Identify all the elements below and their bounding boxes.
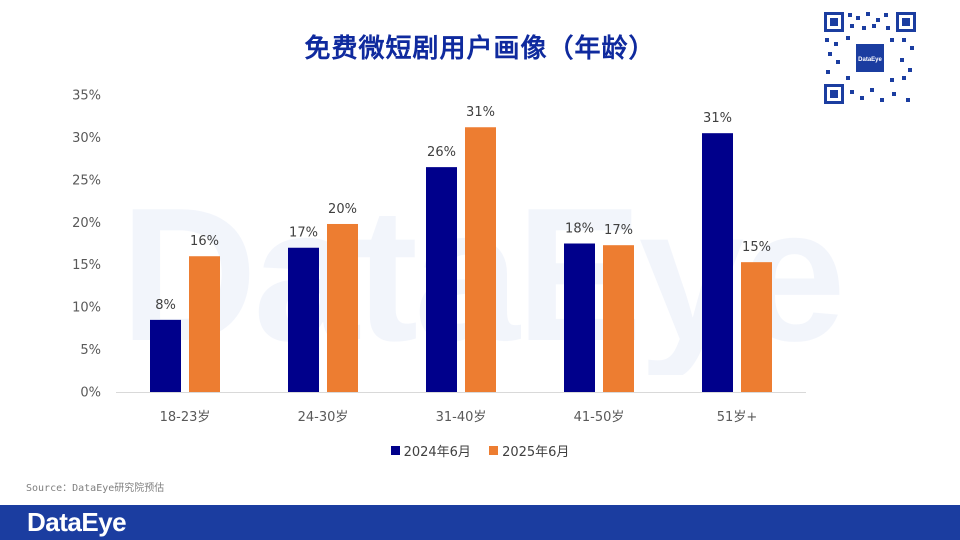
- data-label: 15%: [742, 240, 771, 255]
- legend: 2024年6月 2025年6月: [0, 441, 960, 460]
- footer-logo: DataEye: [27, 507, 127, 537]
- legend-label-2024: 2024年6月: [403, 445, 471, 460]
- bar-2025[interactable]: [465, 127, 496, 392]
- x-tick-label: 18-23岁: [160, 410, 211, 425]
- legend-label-2025: 2025年6月: [502, 445, 570, 460]
- legend-item-2024[interactable]: 2024年6月: [390, 441, 471, 460]
- data-label: 17%: [604, 223, 633, 238]
- bar-2025[interactable]: [603, 245, 634, 392]
- data-label: 31%: [703, 111, 732, 126]
- legend-item-2025[interactable]: 2025年6月: [489, 441, 569, 460]
- x-tick-label: 24-30岁: [298, 410, 349, 425]
- bar-2024[interactable]: [702, 133, 733, 392]
- y-tick-label: 35%: [72, 89, 101, 104]
- footer-bar: DataEye: [0, 505, 960, 540]
- bar-2024[interactable]: [150, 319, 181, 392]
- bar-2025[interactable]: [327, 223, 358, 392]
- qr-code[interactable]: DataEye: [822, 10, 918, 106]
- data-label: 17%: [289, 226, 318, 241]
- data-label: 16%: [190, 234, 219, 249]
- bar-2025[interactable]: [741, 262, 772, 392]
- bar-chart: 0% 5% 10% 15% 20% 25% 30% 35% 8% 16% 17% 20% 26% 31%…: [72, 89, 806, 425]
- y-tick-label: 5%: [80, 343, 101, 358]
- qr-logo-text: DataEye: [858, 57, 882, 63]
- data-label: 26%: [427, 145, 456, 160]
- bar-2024[interactable]: [564, 243, 595, 393]
- y-tick-label: 10%: [72, 301, 101, 316]
- bar-2024[interactable]: [426, 167, 457, 392]
- data-label: 8%: [155, 298, 176, 313]
- x-tick-label: 41-50岁: [574, 410, 625, 425]
- legend-swatch-2025: [489, 446, 499, 455]
- y-tick-label: 15%: [72, 258, 101, 273]
- y-tick-label: 20%: [72, 216, 101, 231]
- y-tick-label: 0%: [80, 386, 101, 401]
- data-label: 31%: [466, 105, 495, 120]
- y-tick-label: 25%: [72, 173, 101, 188]
- data-label: 18%: [565, 222, 594, 237]
- bar-2024[interactable]: [288, 247, 319, 392]
- data-label: 20%: [328, 202, 357, 217]
- legend-swatch-2024: [390, 446, 400, 455]
- y-tick-label: 30%: [72, 131, 101, 146]
- bar-2025[interactable]: [189, 256, 220, 392]
- x-tick-label: 51岁+: [717, 410, 757, 425]
- source-note: Source：DataEye研究院预估: [26, 483, 165, 494]
- chart-title: 免费微短剧用户画像（年龄）: [304, 34, 656, 64]
- x-tick-label: 31-40岁: [436, 410, 487, 425]
